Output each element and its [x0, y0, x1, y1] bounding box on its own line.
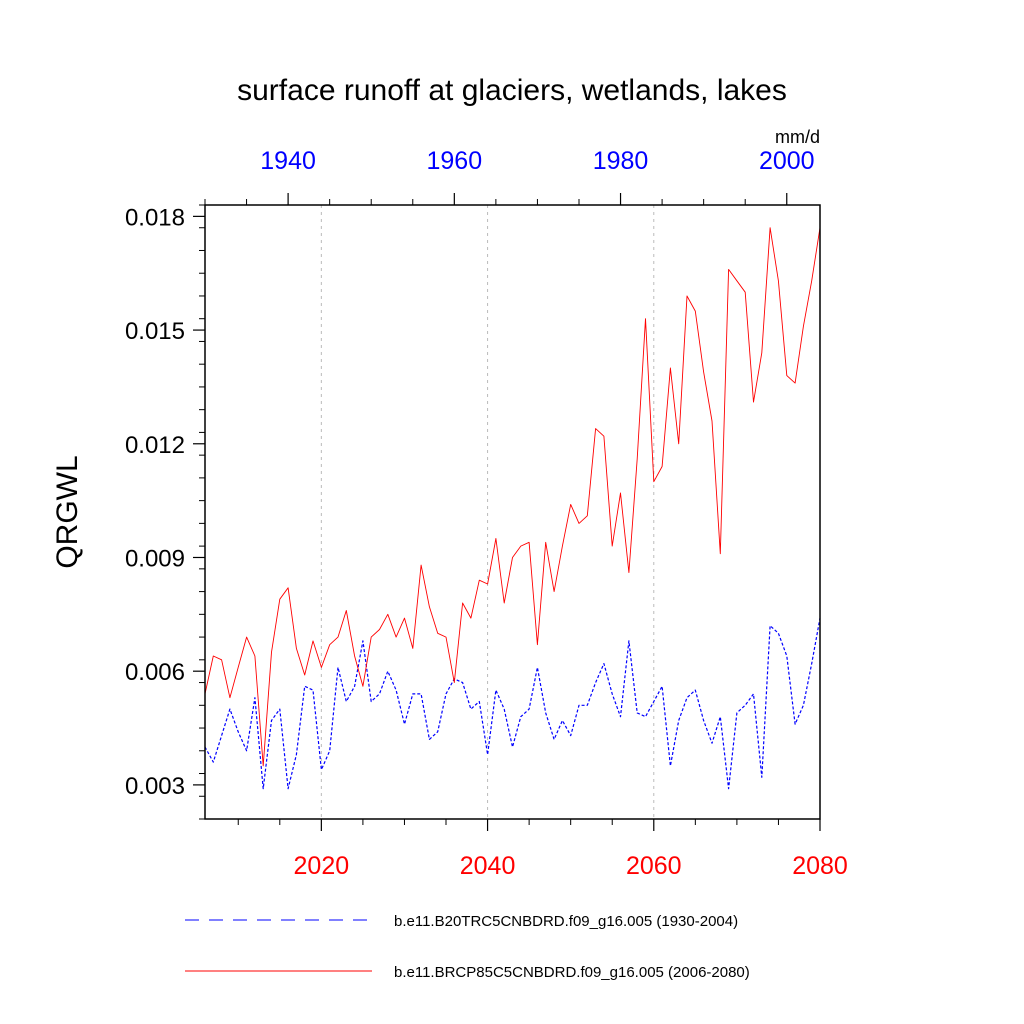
- axes: 0.003 0.006 0.009 0.012 0.015 0.018 2020 2040 20…: [125, 147, 848, 880]
- series-line-rcp85: [204, 227, 821, 767]
- plot-frame: [204, 204, 821, 820]
- x-top-tick-label: 1960: [427, 147, 483, 175]
- x-bottom-tick-label: 2020: [294, 852, 350, 880]
- chart-title: surface runoff at glaciers, wetlands, la…: [237, 74, 787, 107]
- x-bottom-tick-label: 2040: [460, 852, 516, 880]
- series-line-historical: [204, 617, 821, 790]
- y-tick-label: 0.015: [125, 318, 185, 345]
- legend-label-historical: b.e11.B20TRC5CNBDRD.f09_g16.005 (1930-20…: [394, 913, 738, 930]
- legend-label-rcp85: b.e11.BRCP85C5CNBDRD.f09_g16.005 (2006-2…: [394, 964, 750, 981]
- units-label: mm/d: [775, 127, 820, 147]
- x-bottom-tick-label: 2060: [626, 852, 682, 880]
- x-bottom-tick-label: 2080: [792, 852, 848, 880]
- y-tick-label: 0.009: [125, 545, 185, 572]
- x-top-tick-label: 1980: [593, 147, 649, 175]
- x-top-tick-label: 2000: [759, 147, 815, 175]
- y-tick-label: 0.018: [125, 204, 185, 231]
- x-top-tick-label: 1940: [260, 147, 316, 175]
- y-tick-label: 0.006: [125, 659, 185, 686]
- grid-lines: [320, 205, 655, 819]
- y-tick-label: 0.012: [125, 432, 185, 459]
- series-lines: [204, 227, 821, 790]
- y-tick-label: 0.003: [125, 773, 185, 800]
- y-axis-label: QRGWL: [51, 455, 84, 568]
